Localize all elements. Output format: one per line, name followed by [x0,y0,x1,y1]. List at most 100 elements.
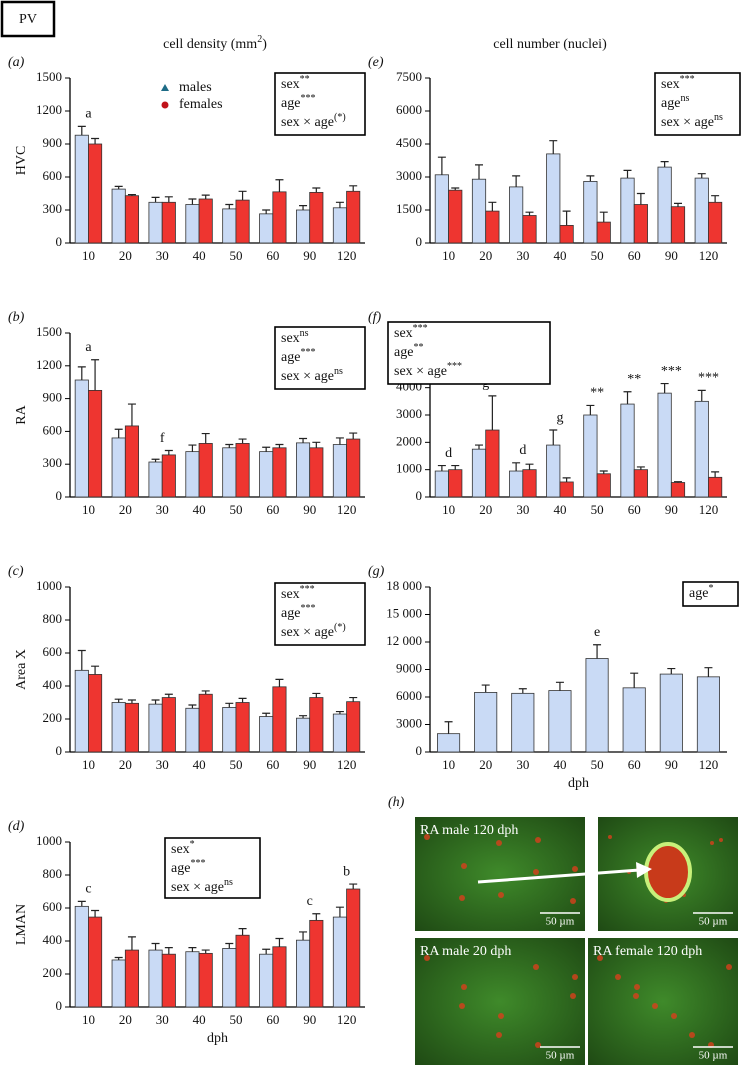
bar [670,482,686,498]
error-bar [91,909,100,918]
error-bar [91,665,100,675]
x-tick-label: 90 [303,757,316,772]
bar [185,951,200,1008]
x-tick-label: 30 [156,1012,169,1027]
error-bar [127,699,136,704]
group-label: f [160,431,165,446]
error-bar [238,928,247,936]
cell [671,1013,677,1019]
y-tick-label: 3000 [396,168,422,183]
error-bar [225,443,234,448]
bar [659,673,683,753]
column-title: cell density (mm2) [163,34,267,52]
cell [496,840,502,846]
x-tick-label: 40 [193,757,206,772]
cell [633,993,639,999]
error-bar [127,194,136,196]
bar [559,224,574,244]
error-bar [437,156,446,175]
x-tick-label: 90 [665,502,678,517]
cell [570,898,576,904]
x-tick-label: 30 [156,757,169,772]
error-bar [518,688,527,694]
x-tick-label: 50 [591,757,604,772]
panel-label: (e) [368,55,384,70]
x-axis-label: dph [568,776,589,791]
stats-line-part: age [281,350,300,365]
bar [332,207,347,244]
group-label: *** [698,371,719,386]
stats-line-part: ns [300,328,309,339]
x-tick-label: 20 [119,502,132,517]
error-bar [262,209,271,214]
x-tick-label: 10 [442,502,455,517]
bar [708,476,723,498]
error-bar [91,359,100,391]
stats-line: sex × age(*) [281,622,346,640]
x-tick-label: 120 [699,502,719,517]
stats-line: sex × agens [661,112,723,130]
cell [498,892,504,898]
badge-box [0,0,56,38]
cell [570,993,576,999]
error-bar [555,681,564,691]
group-label: a [85,107,92,122]
stats-line-part: sex [394,326,413,341]
error-bar [481,684,490,693]
bar [222,447,237,498]
bar [198,693,213,753]
x-tick-label: 90 [303,1012,316,1027]
group-label: b [343,864,350,879]
bar [633,469,648,498]
error-bar [201,690,210,695]
y-tick-label: 0 [56,743,63,758]
stats-line: age*** [281,603,315,621]
error-bar [660,382,669,394]
x-tick-label: 30 [516,502,529,517]
y-tick-label: 6000 [396,688,422,703]
bar [546,153,561,244]
panel-label: (c) [8,564,24,579]
y-axis-label: RA [14,404,29,424]
y-tick-label: 0 [56,488,63,503]
error-bar [525,211,534,216]
x-tick-label: 60 [266,248,279,263]
stats-line: sex*** [394,323,428,341]
cell [496,1032,502,1038]
y-tick-label: 600 [43,422,63,437]
error-bar [299,715,308,719]
error-bar [549,140,558,154]
column-title-part: cell density (mm [163,37,257,52]
error-bar [77,366,86,381]
error-bar [673,481,682,483]
stats-line-part: sex × age [171,880,224,895]
stats-line: agens [661,93,689,111]
x-tick-label: 60 [266,1012,279,1027]
cell [572,866,578,872]
bar [124,195,139,244]
x-tick-label: 120 [337,502,357,517]
y-tick-label: 1200 [36,102,62,117]
y-axis-label: LMAN [14,904,29,945]
bar [272,447,287,498]
cell [424,955,430,961]
cell [726,964,732,970]
bar [111,959,126,1008]
error-bar [562,477,571,482]
stats-box [274,72,366,136]
x-tick-label: 20 [119,757,132,772]
bar [559,481,574,498]
error-bar [335,201,344,208]
badge: PV [19,12,37,27]
stats-box [274,326,366,390]
x-tick-label: 50 [229,1012,242,1027]
caption: RA male 120 dph [420,823,518,838]
error-bar [667,667,676,675]
error-bar [201,949,210,954]
stats-line-part: *** [300,603,315,614]
error-bar [164,693,173,698]
bar [596,221,611,244]
stats-line: sex* [171,839,195,857]
bar [474,692,498,753]
cell [652,1003,658,1009]
